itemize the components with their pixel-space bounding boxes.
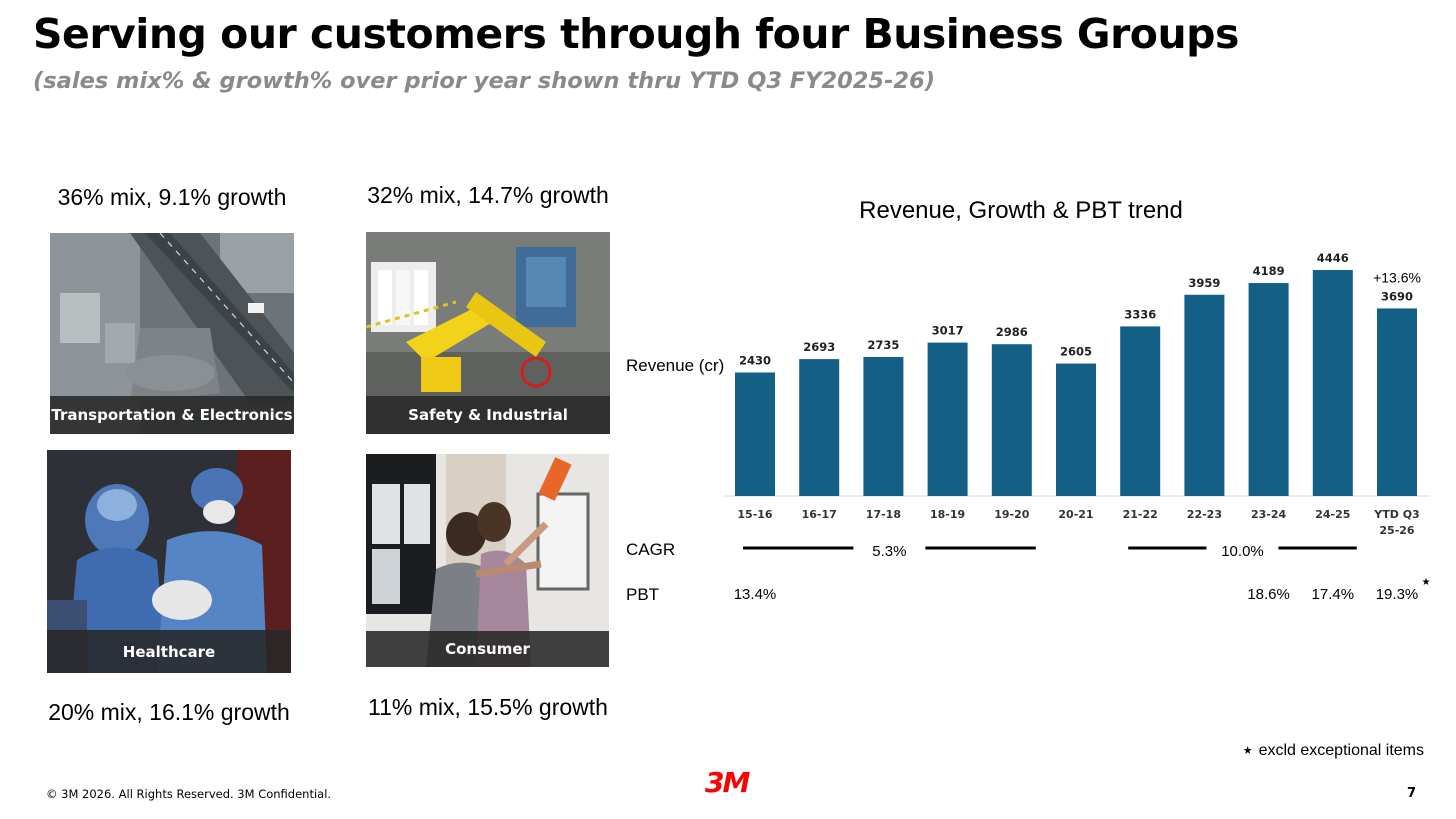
x-tick-label-3: 18-19 [930, 508, 965, 521]
pbt-value-0: 13.4% [734, 586, 777, 603]
consumer-tile[interactable]: Consumer [366, 454, 609, 667]
bar-value-label-0: 2430 [739, 353, 771, 367]
bar-0 [735, 372, 775, 496]
pbt-star-icon: ★ [1422, 577, 1431, 588]
pbt-label: PBT [626, 585, 659, 604]
chart-title: Revenue, Growth & PBT trend [859, 197, 1183, 224]
copyright: © 3M 2026. All Rights Reserved. 3M Confi… [46, 787, 332, 801]
x-tick-label-9: 24-25 [1315, 508, 1350, 521]
x-tick-label-1: 16-17 [802, 508, 837, 521]
bar-6 [1120, 326, 1161, 496]
transportation-electronics-tile[interactable]: Transportation & Electronics [50, 233, 294, 434]
healthcare-caption: 20% mix, 16.1% growth [48, 699, 290, 725]
healthcare-label: Healthcare [47, 630, 291, 673]
x-tick-label-0: 15-16 [737, 508, 773, 521]
transportation-electronics-label: Transportation & Electronics [50, 396, 294, 434]
x-tick-label-2: 17-18 [866, 508, 901, 521]
bar-9 [1312, 270, 1353, 496]
x-tick-label-7: 22-23 [1187, 508, 1222, 521]
bar-10 [1377, 308, 1417, 496]
bar-value-label-1: 2693 [803, 340, 835, 354]
pbt-value-2: 17.4% [1312, 586, 1355, 603]
transportation-caption: 36% mix, 9.1% growth [57, 184, 287, 210]
x-tick-label-5: 20-21 [1058, 508, 1093, 521]
footnote-text: excld exceptional items [1258, 742, 1424, 759]
footnote: ★ excld exceptional items [1243, 742, 1424, 760]
bar-value-label-4: 2986 [996, 325, 1028, 339]
bar-value-label-5: 2605 [1060, 345, 1092, 359]
x-tick-label-6: 21-22 [1123, 508, 1158, 521]
page-subtitle: (sales mix% & growth% over prior year sh… [33, 68, 936, 94]
y-axis-label: Revenue (cr) [626, 356, 724, 375]
bar-value-label-3: 3017 [932, 324, 964, 338]
cagr-label: CAGR [626, 540, 675, 559]
3m-logo: 3M [705, 766, 750, 799]
bar-value-label-10: 3690 [1381, 289, 1413, 303]
x-tick-label-10-line2: 25-26 [1379, 524, 1415, 537]
bar-4 [991, 344, 1032, 496]
page-title: Serving our customers through four Busin… [33, 10, 1239, 58]
cagr-value-0: 5.3% [872, 543, 906, 560]
bar-5 [1056, 363, 1096, 496]
safety-caption: 32% mix, 14.7% growth [367, 182, 609, 208]
bar-value-label-9: 4446 [1317, 251, 1349, 265]
x-tick-label-8: 23-24 [1251, 508, 1287, 521]
bar-3 [927, 342, 968, 496]
bar-value-label-8: 4189 [1253, 264, 1285, 278]
safety-industrial-label: Safety & Industrial [366, 396, 610, 434]
consumer-caption: 11% mix, 15.5% growth [368, 694, 608, 720]
bar-2 [863, 356, 904, 496]
pbt-value-3: 19.3% [1376, 586, 1419, 603]
star-icon: ★ [1242, 745, 1253, 758]
x-tick-label-10: YTD Q3 [1373, 508, 1419, 521]
pbt-value-1: 18.6% [1247, 586, 1290, 603]
consumer-label: Consumer [366, 631, 609, 667]
cagr-value-1: 10.0% [1221, 543, 1264, 560]
bar-value-label-7: 3959 [1188, 276, 1220, 290]
safety-industrial-tile[interactable]: Safety & Industrial [366, 232, 610, 434]
bar-1 [799, 359, 840, 496]
bar-value-label-2: 2735 [867, 338, 899, 352]
bar-value-label-6: 3336 [1124, 307, 1156, 321]
page-number: 7 [1406, 786, 1416, 801]
x-tick-label-4: 19-20 [994, 508, 1030, 521]
growth-annotation: +13.6% [1373, 269, 1421, 285]
healthcare-tile[interactable]: Healthcare [47, 450, 291, 673]
bar-7 [1184, 294, 1225, 496]
bar-8 [1248, 283, 1289, 496]
